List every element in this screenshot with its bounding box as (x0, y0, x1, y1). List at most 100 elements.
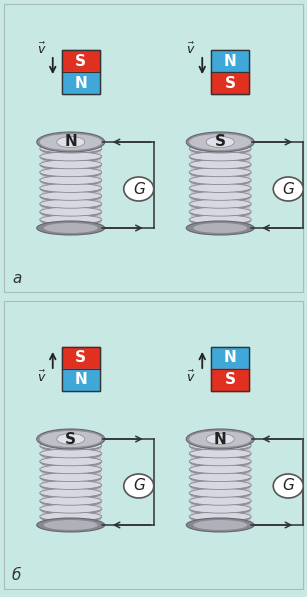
Ellipse shape (189, 496, 251, 505)
Ellipse shape (189, 464, 251, 476)
Text: S: S (225, 75, 236, 91)
Ellipse shape (40, 152, 102, 163)
Ellipse shape (193, 223, 247, 233)
Bar (42, 144, 100, 224)
Text: S: S (225, 373, 236, 387)
Ellipse shape (40, 191, 102, 202)
Ellipse shape (189, 199, 251, 210)
Text: G: G (282, 181, 294, 196)
Ellipse shape (40, 183, 102, 195)
Bar (211, 347, 249, 369)
Ellipse shape (189, 168, 251, 177)
Text: G: G (133, 479, 145, 494)
Bar (211, 50, 249, 72)
Ellipse shape (189, 183, 251, 192)
Ellipse shape (40, 496, 102, 507)
Ellipse shape (40, 144, 102, 155)
Ellipse shape (189, 504, 251, 515)
Text: S: S (75, 54, 86, 69)
Text: б: б (12, 568, 21, 583)
Text: S: S (75, 350, 86, 365)
Ellipse shape (206, 137, 234, 147)
Ellipse shape (189, 504, 251, 513)
Text: $\vec{v}$: $\vec{v}$ (37, 41, 47, 57)
Ellipse shape (186, 132, 254, 152)
Ellipse shape (189, 215, 251, 224)
Ellipse shape (40, 160, 102, 169)
Bar (62, 50, 100, 72)
Ellipse shape (124, 474, 154, 498)
Ellipse shape (40, 464, 102, 473)
Ellipse shape (40, 134, 102, 150)
Ellipse shape (40, 152, 102, 161)
Ellipse shape (40, 488, 102, 499)
Text: G: G (282, 479, 294, 494)
Ellipse shape (40, 160, 102, 171)
Ellipse shape (189, 449, 251, 458)
Ellipse shape (193, 520, 247, 530)
Ellipse shape (40, 504, 102, 515)
Bar (62, 347, 100, 369)
Ellipse shape (40, 176, 102, 184)
Text: N: N (74, 75, 87, 91)
Ellipse shape (206, 433, 234, 445)
Ellipse shape (40, 481, 102, 491)
Ellipse shape (189, 207, 251, 216)
Ellipse shape (57, 433, 85, 445)
Ellipse shape (37, 132, 105, 152)
Ellipse shape (189, 168, 251, 179)
Ellipse shape (189, 488, 251, 497)
Ellipse shape (44, 520, 98, 530)
Ellipse shape (40, 473, 102, 482)
Ellipse shape (273, 474, 303, 498)
Text: G: G (133, 181, 145, 196)
Ellipse shape (189, 481, 251, 491)
Bar (42, 441, 100, 521)
Ellipse shape (189, 215, 251, 226)
Ellipse shape (40, 481, 102, 490)
Ellipse shape (189, 464, 251, 473)
Ellipse shape (189, 473, 251, 482)
Ellipse shape (189, 160, 251, 169)
Ellipse shape (40, 488, 102, 497)
Bar (4, 301, 303, 589)
Ellipse shape (124, 177, 154, 201)
Ellipse shape (40, 441, 102, 450)
Ellipse shape (189, 449, 251, 460)
Ellipse shape (273, 177, 303, 201)
Bar (62, 72, 100, 94)
Text: $\vec{v}$: $\vec{v}$ (186, 41, 196, 57)
Ellipse shape (189, 441, 251, 450)
Text: N: N (214, 432, 227, 447)
Ellipse shape (189, 176, 251, 186)
Ellipse shape (189, 152, 251, 163)
Text: $\vec{v}$: $\vec{v}$ (37, 370, 47, 384)
Ellipse shape (40, 199, 102, 210)
Ellipse shape (40, 168, 102, 179)
Ellipse shape (40, 215, 102, 224)
Ellipse shape (189, 431, 251, 447)
Ellipse shape (40, 512, 102, 523)
Text: N: N (224, 54, 237, 69)
Ellipse shape (40, 431, 102, 447)
Ellipse shape (189, 199, 251, 208)
Ellipse shape (37, 429, 105, 449)
Ellipse shape (189, 481, 251, 490)
Ellipse shape (40, 207, 102, 216)
Text: N: N (74, 373, 87, 387)
Ellipse shape (40, 176, 102, 186)
Ellipse shape (189, 144, 251, 155)
Ellipse shape (186, 518, 254, 532)
Ellipse shape (189, 183, 251, 195)
Bar (62, 369, 100, 391)
Ellipse shape (189, 134, 251, 150)
Bar (62, 347, 100, 391)
Ellipse shape (37, 518, 105, 532)
Ellipse shape (40, 512, 102, 521)
Ellipse shape (40, 464, 102, 476)
Ellipse shape (189, 160, 251, 171)
Ellipse shape (189, 191, 251, 201)
Ellipse shape (40, 144, 102, 153)
Ellipse shape (189, 473, 251, 484)
Ellipse shape (40, 504, 102, 513)
